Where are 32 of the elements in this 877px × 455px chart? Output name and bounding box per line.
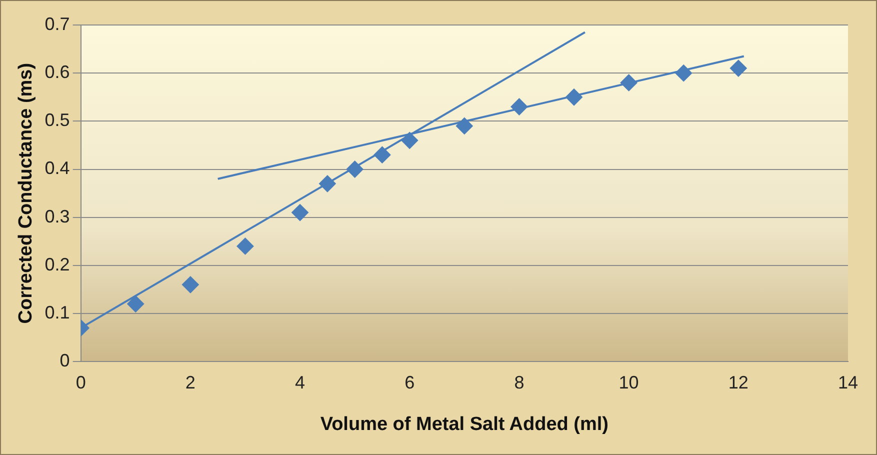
y-axis-title: Corrected Conductance (ms) bbox=[16, 62, 37, 324]
point bbox=[730, 60, 747, 77]
y-tick-label: 0.7 bbox=[44, 14, 70, 34]
point bbox=[620, 74, 638, 92]
x-tick-label: 14 bbox=[838, 372, 858, 392]
y-tick-label: 0.1 bbox=[44, 302, 70, 322]
y-tick-label: 0.6 bbox=[44, 62, 70, 82]
point bbox=[456, 117, 473, 134]
x-tick-label: 12 bbox=[728, 372, 748, 392]
point bbox=[374, 146, 391, 164]
y-tick-label: 0.5 bbox=[44, 110, 70, 130]
y-tick-label: 0.3 bbox=[44, 206, 70, 226]
point bbox=[346, 160, 364, 178]
point bbox=[182, 276, 199, 294]
x-tick-label: 4 bbox=[295, 372, 306, 392]
point bbox=[236, 238, 254, 255]
x-tick-label: 0 bbox=[76, 372, 86, 392]
point bbox=[318, 175, 336, 192]
x-tick-label: 10 bbox=[618, 372, 639, 392]
y-tick-label: 0 bbox=[60, 350, 70, 371]
point bbox=[127, 295, 144, 312]
x-tick-label: 8 bbox=[514, 372, 524, 392]
y-tick-label: 0.4 bbox=[44, 158, 70, 178]
point bbox=[675, 64, 692, 82]
point bbox=[292, 204, 309, 222]
y-tick-label: 0.2 bbox=[44, 254, 70, 274]
x-axis-title: Volume of Metal Salt Added (ml) bbox=[320, 414, 609, 435]
point bbox=[401, 132, 418, 149]
x-tick-label: 2 bbox=[185, 372, 196, 392]
x-tick-label: 6 bbox=[404, 372, 415, 392]
point bbox=[566, 88, 583, 106]
point bbox=[510, 98, 528, 116]
